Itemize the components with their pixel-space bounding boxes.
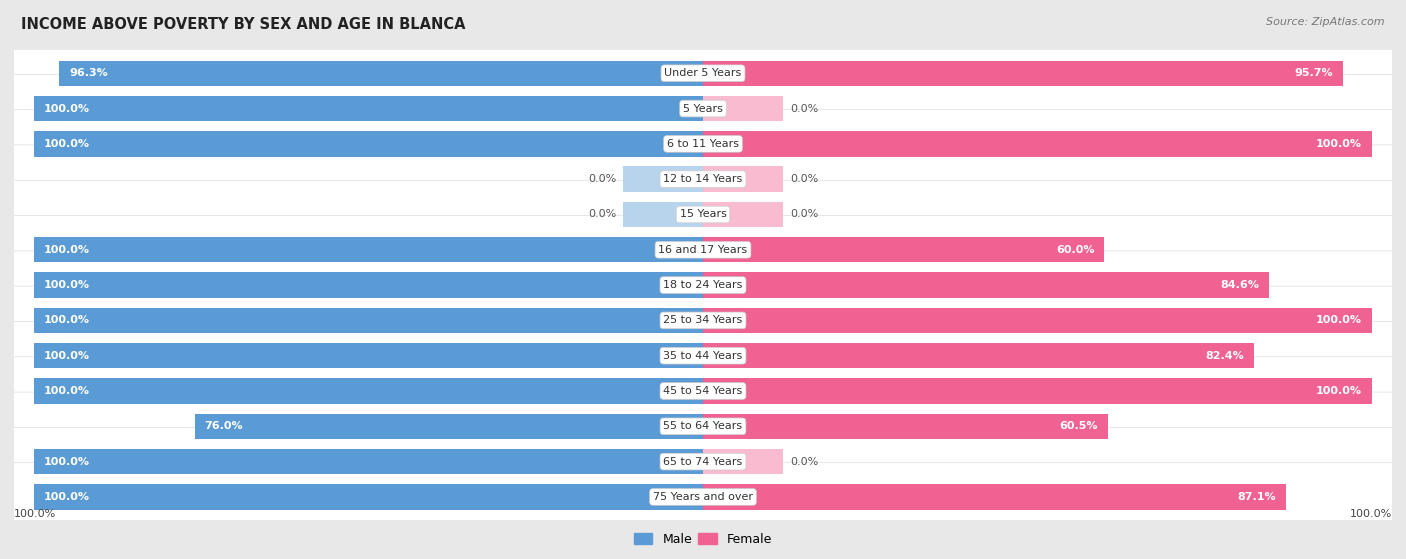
Bar — [703, 96, 783, 121]
Text: 100.0%: 100.0% — [44, 457, 90, 467]
Text: 25 to 34 Years: 25 to 34 Years — [664, 315, 742, 325]
Bar — [703, 307, 1372, 333]
Bar — [703, 202, 783, 227]
FancyBboxPatch shape — [11, 74, 1395, 143]
Text: 100.0%: 100.0% — [44, 245, 90, 255]
Text: 55 to 64 Years: 55 to 64 Years — [664, 421, 742, 432]
Text: 60.0%: 60.0% — [1056, 245, 1094, 255]
Text: 100.0%: 100.0% — [44, 315, 90, 325]
FancyBboxPatch shape — [11, 321, 1395, 390]
Bar — [703, 378, 1372, 404]
FancyBboxPatch shape — [11, 463, 1395, 531]
Text: 12 to 14 Years: 12 to 14 Years — [664, 174, 742, 184]
Text: 45 to 54 Years: 45 to 54 Years — [664, 386, 742, 396]
FancyBboxPatch shape — [11, 39, 1395, 107]
Bar — [703, 131, 1372, 157]
Bar — [34, 237, 703, 263]
Bar — [34, 307, 703, 333]
FancyBboxPatch shape — [11, 145, 1395, 214]
Legend: Male, Female: Male, Female — [628, 528, 778, 551]
FancyBboxPatch shape — [11, 216, 1395, 284]
Bar — [623, 167, 703, 192]
Text: 100.0%: 100.0% — [44, 350, 90, 361]
Text: 87.1%: 87.1% — [1237, 492, 1275, 502]
Text: 5 Years: 5 Years — [683, 103, 723, 113]
Text: Source: ZipAtlas.com: Source: ZipAtlas.com — [1267, 17, 1385, 27]
Bar — [703, 167, 783, 192]
Text: 100.0%: 100.0% — [44, 280, 90, 290]
Text: 75 Years and over: 75 Years and over — [652, 492, 754, 502]
Bar — [34, 96, 703, 121]
Text: 0.0%: 0.0% — [790, 103, 818, 113]
Bar — [34, 378, 703, 404]
Bar — [34, 272, 703, 298]
Bar — [34, 131, 703, 157]
Bar — [703, 484, 1285, 510]
Bar — [34, 449, 703, 475]
Bar — [703, 414, 1108, 439]
Text: 100.0%: 100.0% — [1316, 386, 1362, 396]
Bar — [703, 272, 1268, 298]
Text: 100.0%: 100.0% — [44, 139, 90, 149]
Bar — [194, 414, 703, 439]
Text: 0.0%: 0.0% — [588, 174, 616, 184]
Bar — [623, 202, 703, 227]
Text: 100.0%: 100.0% — [44, 492, 90, 502]
Bar — [59, 60, 703, 86]
Text: 0.0%: 0.0% — [790, 210, 818, 220]
Text: 35 to 44 Years: 35 to 44 Years — [664, 350, 742, 361]
Text: 100.0%: 100.0% — [14, 509, 56, 519]
Text: 100.0%: 100.0% — [1350, 509, 1392, 519]
FancyBboxPatch shape — [11, 251, 1395, 319]
Text: 100.0%: 100.0% — [44, 386, 90, 396]
Text: 0.0%: 0.0% — [588, 210, 616, 220]
FancyBboxPatch shape — [11, 392, 1395, 461]
Text: 18 to 24 Years: 18 to 24 Years — [664, 280, 742, 290]
Text: 15 Years: 15 Years — [679, 210, 727, 220]
Text: 0.0%: 0.0% — [790, 174, 818, 184]
FancyBboxPatch shape — [11, 180, 1395, 249]
Text: 100.0%: 100.0% — [1316, 139, 1362, 149]
Bar — [34, 484, 703, 510]
Bar — [703, 343, 1254, 368]
Text: 0.0%: 0.0% — [790, 457, 818, 467]
Text: 60.5%: 60.5% — [1059, 421, 1098, 432]
Text: 65 to 74 Years: 65 to 74 Years — [664, 457, 742, 467]
Text: 95.7%: 95.7% — [1295, 68, 1333, 78]
Text: 100.0%: 100.0% — [44, 103, 90, 113]
Bar — [34, 343, 703, 368]
FancyBboxPatch shape — [11, 357, 1395, 425]
Bar — [703, 60, 1343, 86]
Text: 100.0%: 100.0% — [1316, 315, 1362, 325]
Text: 76.0%: 76.0% — [205, 421, 243, 432]
Text: 6 to 11 Years: 6 to 11 Years — [666, 139, 740, 149]
FancyBboxPatch shape — [11, 428, 1395, 496]
Bar — [703, 237, 1104, 263]
Text: INCOME ABOVE POVERTY BY SEX AND AGE IN BLANCA: INCOME ABOVE POVERTY BY SEX AND AGE IN B… — [21, 17, 465, 32]
Text: 82.4%: 82.4% — [1205, 350, 1244, 361]
FancyBboxPatch shape — [11, 286, 1395, 354]
Text: 84.6%: 84.6% — [1220, 280, 1258, 290]
FancyBboxPatch shape — [11, 110, 1395, 178]
Text: Under 5 Years: Under 5 Years — [665, 68, 741, 78]
Text: 96.3%: 96.3% — [69, 68, 108, 78]
Bar — [703, 449, 783, 475]
Text: 16 and 17 Years: 16 and 17 Years — [658, 245, 748, 255]
